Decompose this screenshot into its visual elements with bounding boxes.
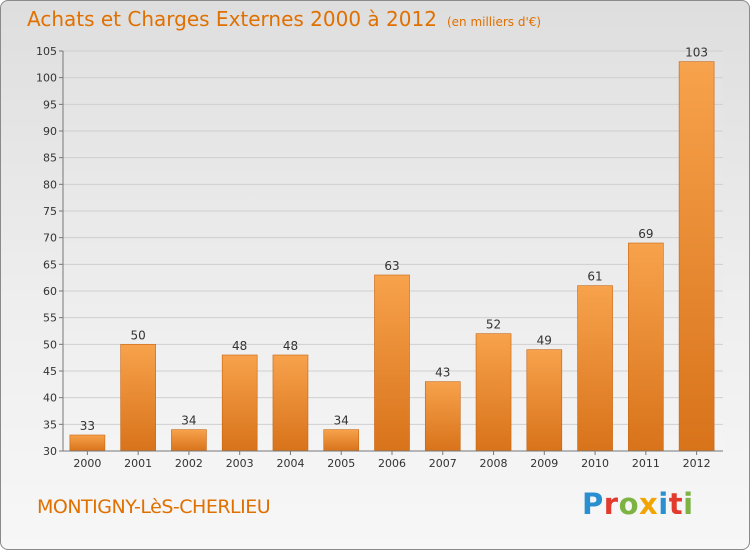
logo-letter: i [658, 487, 669, 521]
y-tick-label: 65 [43, 258, 57, 271]
y-tick-label: 30 [43, 445, 57, 458]
proxiti-logo: Proxiti [582, 487, 694, 521]
x-tick-label: 2008 [480, 457, 508, 470]
x-tick-label: 2002 [175, 457, 203, 470]
bar-2000 [69, 434, 106, 452]
y-tick-label: 70 [43, 232, 57, 245]
bar-2001 [120, 344, 156, 452]
data-label: 52 [486, 318, 501, 332]
logo-letter: o [618, 487, 640, 521]
bar-2003 [221, 354, 258, 452]
data-label: 103 [685, 46, 708, 60]
x-tick-label: 2009 [530, 457, 558, 470]
x-tick-label: 2012 [683, 457, 711, 470]
data-label: 48 [232, 339, 247, 353]
x-tick-label: 2011 [632, 457, 660, 470]
y-tick-label: 50 [43, 338, 57, 351]
x-tick-label: 2003 [226, 457, 254, 470]
x-tick-label: 2001 [124, 457, 152, 470]
data-label: 34 [334, 414, 349, 428]
title-text: Achats et Charges Externes 2000 à 2012 [27, 7, 437, 31]
commune-name: MONTIGNY-LèS-CHERLIEU [37, 496, 271, 518]
bar-2004 [272, 354, 309, 452]
y-tick-label: 90 [43, 125, 57, 138]
x-tick-label: 2004 [276, 457, 304, 470]
bar-2005 [323, 429, 360, 452]
data-label: 33 [80, 419, 95, 433]
data-label: 43 [435, 366, 450, 380]
y-tick-label: 40 [43, 392, 57, 405]
y-tick-label: 55 [43, 312, 57, 325]
bar-2009 [526, 349, 563, 452]
data-label: 61 [587, 270, 602, 284]
y-tick-label: 85 [43, 152, 57, 165]
bar-2011 [628, 242, 664, 452]
bar-2008 [475, 333, 512, 452]
logo-letter: t [668, 487, 684, 521]
bar-2002 [171, 429, 207, 452]
x-tick-label: 2000 [73, 457, 101, 470]
logo-letter: P [582, 487, 604, 521]
x-tick-label: 2007 [429, 457, 457, 470]
data-label: 69 [638, 227, 653, 241]
x-tick-label: 2010 [581, 457, 609, 470]
data-label: 63 [384, 259, 399, 273]
logo-letter: i [683, 487, 694, 521]
y-tick-label: 95 [43, 98, 57, 111]
logo-letter: r [603, 487, 619, 521]
x-tick-label: 2006 [378, 457, 406, 470]
data-label: 34 [181, 414, 196, 428]
bar-2012 [678, 61, 715, 452]
data-label: 50 [131, 328, 146, 342]
logo-letter: x [639, 487, 659, 521]
y-tick-label: 105 [36, 45, 57, 58]
chart-title: Achats et Charges Externes 2000 à 2012 (e… [27, 7, 541, 31]
data-label: 49 [537, 334, 552, 348]
bar-2007 [424, 381, 461, 452]
bar-2006 [374, 274, 410, 452]
y-tick-label: 75 [43, 205, 57, 218]
data-label: 48 [283, 339, 298, 353]
bar-2010 [577, 285, 613, 452]
y-tick-label: 35 [43, 418, 57, 431]
unit-label: (en milliers d'€) [446, 15, 542, 29]
y-tick-label: 100 [36, 72, 57, 85]
y-tick-label: 45 [43, 365, 57, 378]
y-tick-label: 80 [43, 178, 57, 191]
x-tick-label: 2005 [327, 457, 355, 470]
y-tick-label: 60 [43, 285, 57, 298]
